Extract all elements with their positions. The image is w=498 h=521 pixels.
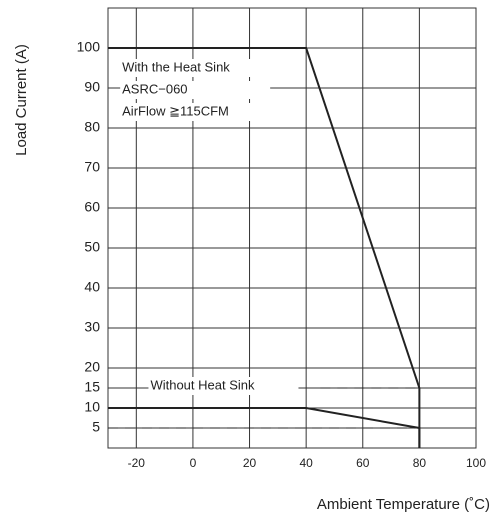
derating-curve [108, 47, 421, 448]
x-tick-label: 0 [190, 456, 197, 470]
annotation: ASRC−060 [122, 81, 187, 96]
y-tick-label: 50 [84, 239, 100, 255]
x-tick-label: 20 [243, 456, 257, 470]
y-axis-label: Load Current (A) [13, 44, 30, 156]
annotation-bg [120, 59, 271, 77]
derating-curve [108, 407, 421, 448]
y-tick-label: 70 [84, 159, 100, 175]
annotation: Without Heat Sink [150, 377, 255, 392]
y-tick-label: 40 [84, 279, 100, 295]
y-tick-label: 10 [84, 399, 100, 415]
x-tick-label: 100 [466, 456, 486, 470]
x-tick-label: 40 [299, 456, 313, 470]
y-tick-label: 80 [84, 119, 100, 135]
x-tick-label: 60 [356, 456, 370, 470]
annotation-bg [148, 377, 299, 395]
annotation-bg [120, 103, 271, 121]
annotation: AirFlow ≧115CFM [122, 103, 229, 118]
annotation-bg [120, 81, 271, 99]
annotation: With the Heat Sink [122, 59, 230, 74]
y-tick-label: 30 [84, 319, 100, 335]
x-axis-label: Ambient Temperature (˚C) [317, 496, 490, 513]
x-tick-label: 80 [413, 456, 427, 470]
y-tick-label: 90 [84, 79, 100, 95]
y-tick-label: 15 [84, 379, 100, 395]
y-tick-label: 100 [77, 39, 101, 55]
y-tick-label: 60 [84, 199, 100, 215]
x-tick-label: -20 [128, 456, 146, 470]
plot-frame [107, 7, 477, 449]
y-tick-label: 20 [84, 359, 100, 375]
y-tick-label: 5 [92, 419, 100, 435]
